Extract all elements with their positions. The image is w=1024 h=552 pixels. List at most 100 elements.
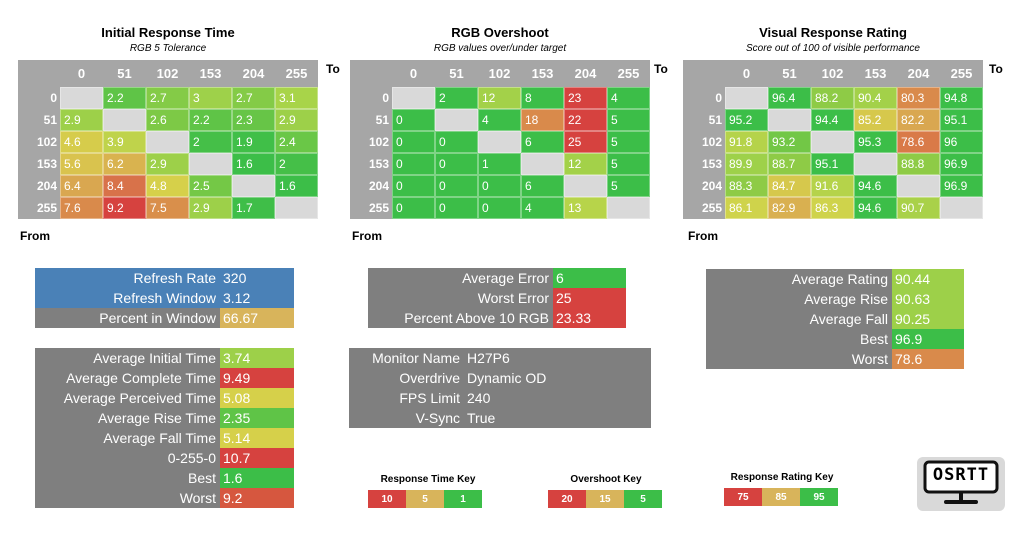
matrix-title-overshoot: RGB Overshoot (451, 25, 549, 40)
matrix-cell: 1.6 (275, 175, 318, 197)
stat-value: 25 (553, 288, 626, 308)
key-swatch: 85 (762, 488, 800, 506)
stat-label: Overdrive (349, 368, 464, 388)
matrix-corner (18, 60, 60, 87)
stat-value: 90.63 (892, 289, 964, 309)
column-header: 102 (811, 60, 854, 87)
stat-label: Average Fall Time (35, 428, 220, 448)
stat-label: Worst (35, 488, 220, 508)
matrix-cell: 0 (392, 109, 435, 131)
matrix-cell (275, 197, 318, 219)
stat-value: 90.44 (892, 269, 964, 289)
matrix-cell: 88.7 (768, 153, 811, 175)
column-header: 153 (189, 60, 232, 87)
column-header: 153 (854, 60, 897, 87)
stat-label: Worst (706, 349, 892, 369)
row-header: 102 (18, 131, 60, 153)
stat-value: 5.14 (220, 428, 294, 448)
logo-text: OSRTT (932, 465, 990, 485)
matrix-cell: 5 (607, 131, 650, 153)
matrix-cell (897, 175, 940, 197)
matrix-cell: 95.1 (940, 109, 983, 131)
key-swatch: 75 (724, 488, 762, 506)
matrix-cell: 84.7 (768, 175, 811, 197)
matrix-cell: 82.2 (897, 109, 940, 131)
matrix-cell: 0 (478, 175, 521, 197)
stat-label: Average Rating (706, 269, 892, 289)
column-header: 255 (607, 60, 650, 87)
column-header: 102 (146, 60, 189, 87)
matrix-cell (435, 109, 478, 131)
matrix-cell: 4 (478, 109, 521, 131)
matrix-cell: 94.4 (811, 109, 854, 131)
matrix-title-visual-rating: Visual Response Rating (759, 25, 907, 40)
matrix-cell: 25 (564, 131, 607, 153)
key-swatch: 5 (406, 490, 444, 508)
column-header: 204 (564, 60, 607, 87)
matrix-cell: 5 (607, 175, 650, 197)
overshoot-matrix: 0 51 102 153 204 255 0 2 12 8 23 4 51 0 4 18 22 5 102 0 0 6 25… (350, 60, 650, 219)
stat-value: 66.67 (220, 308, 294, 328)
matrix-cell: 95.1 (811, 153, 854, 175)
matrix-cell: 12 (478, 87, 521, 109)
matrix-cell: 2.7 (232, 87, 275, 109)
matrix-cell: 2.5 (189, 175, 232, 197)
row-header: 102 (350, 131, 392, 153)
row-header: 255 (683, 197, 725, 219)
matrix-corner (683, 60, 725, 87)
matrix-cell: 3.1 (275, 87, 318, 109)
matrix-subtitle-initial-response: RGB 5 Tolerance (129, 43, 207, 54)
matrix-cell (521, 153, 564, 175)
row-header: 51 (18, 109, 60, 131)
stat-label: Percent in Window (35, 308, 220, 328)
matrix-cell: 2.2 (103, 87, 146, 109)
column-header: 51 (103, 60, 146, 87)
row-header: 0 (350, 87, 392, 109)
matrix-cell (564, 175, 607, 197)
matrix-cell: 85.2 (854, 109, 897, 131)
matrix-cell: 2.9 (189, 197, 232, 219)
overshoot-stats-box: Average Error 6 Worst Error 25 Percent Above… (368, 268, 626, 328)
matrix-cell: 4.6 (60, 131, 103, 153)
matrix-cell: 89.9 (725, 153, 768, 175)
column-header: 204 (897, 60, 940, 87)
stat-label: Best (706, 329, 892, 349)
stat-value: H27P6 (464, 348, 651, 368)
row-header: 153 (683, 153, 725, 175)
matrix-cell: 2.9 (275, 109, 318, 131)
response-rating-key: 75 85 95 (724, 488, 838, 506)
matrix-cell: 0 (435, 175, 478, 197)
matrix-cell: 96.4 (768, 87, 811, 109)
stat-label: V-Sync (349, 408, 464, 428)
matrix-subtitle-overshoot: RGB values over/under target (433, 43, 567, 54)
matrix-cell (189, 153, 232, 175)
stat-value: 1.6 (220, 468, 294, 488)
matrix-cell (232, 175, 275, 197)
response-time-key-title: Response Time Key (380, 474, 476, 485)
row-header: 204 (18, 175, 60, 197)
matrix-title-initial-response: Initial Response Time (101, 25, 235, 40)
matrix-cell: 0 (435, 153, 478, 175)
matrix-cell: 2.6 (146, 109, 189, 131)
matrix-cell (60, 87, 103, 109)
matrix-cell: 8.4 (103, 175, 146, 197)
matrix-corner (350, 60, 392, 87)
stat-value: 3.74 (220, 348, 294, 368)
stat-label: Refresh Rate (35, 268, 220, 288)
row-header: 153 (18, 153, 60, 175)
matrix-cell: 18 (521, 109, 564, 131)
matrix-cell: 5 (607, 109, 650, 131)
matrix-cell: 96.9 (940, 175, 983, 197)
matrix-cell: 91.8 (725, 131, 768, 153)
matrix-cell: 6.2 (103, 153, 146, 175)
matrix-cell: 0 (478, 197, 521, 219)
column-header: 0 (725, 60, 768, 87)
matrix-cell (725, 87, 768, 109)
stat-value: 78.6 (892, 349, 964, 369)
stat-value: 320 (220, 268, 294, 288)
to-label: To (989, 62, 1003, 76)
stat-label: Average Rise Time (35, 408, 220, 428)
stat-value: 9.49 (220, 368, 294, 388)
matrix-cell: 2.4 (275, 131, 318, 153)
refresh-stats-box: Refresh Rate 320 Refresh Window 3.12 Percent… (35, 268, 294, 328)
